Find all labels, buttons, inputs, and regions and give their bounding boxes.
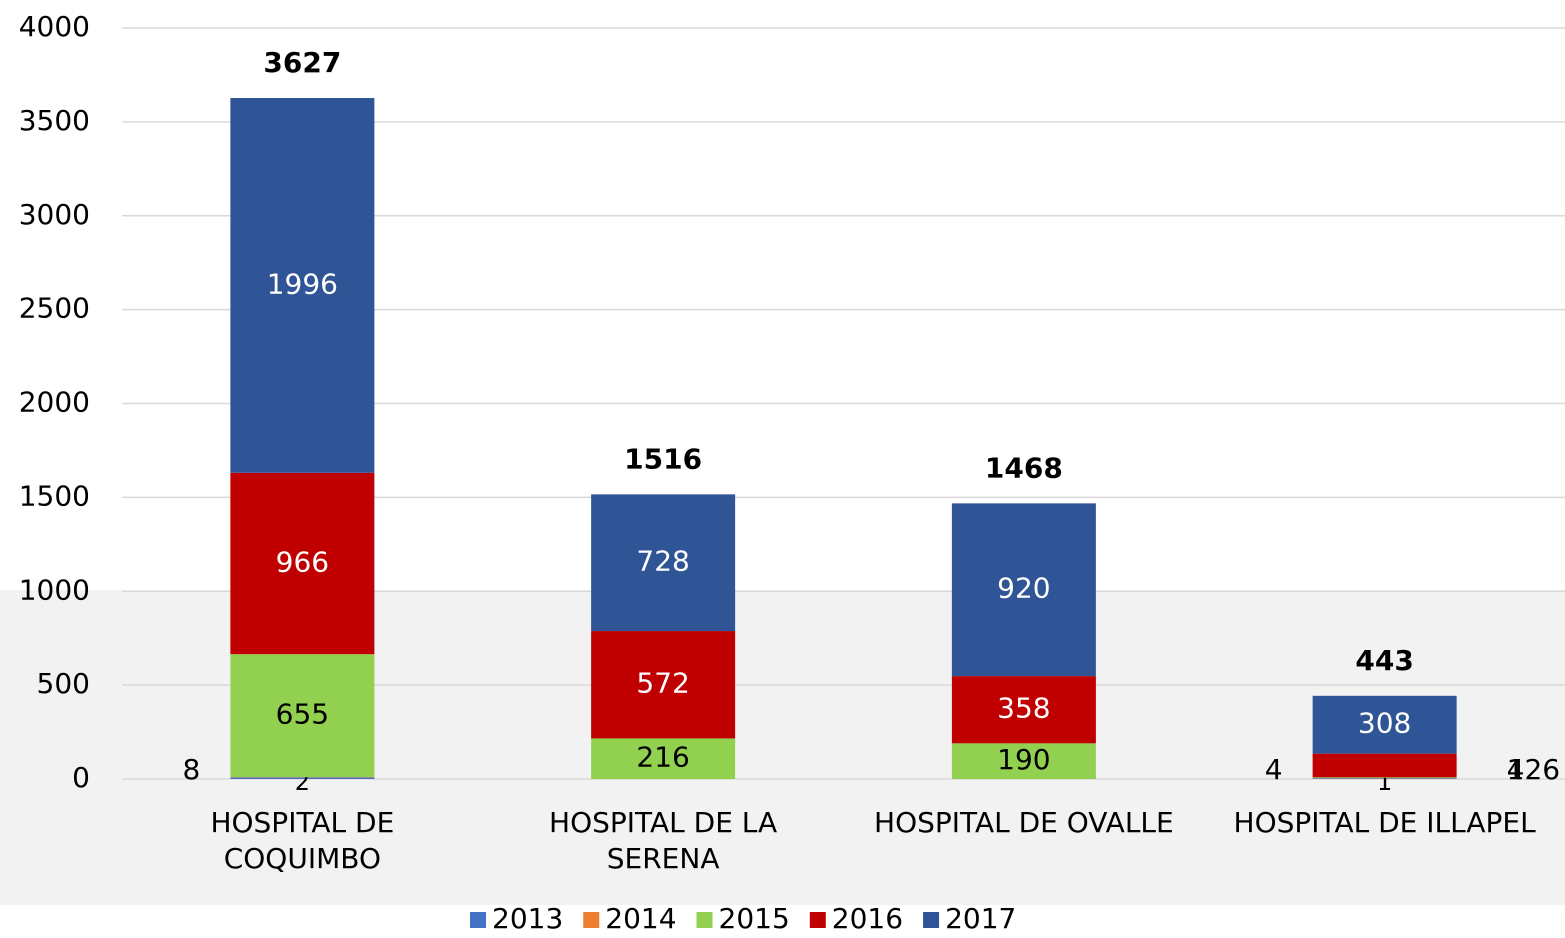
x-tick-label: HOSPITAL DE COQUIMBO [210,806,394,875]
data-label: 4 [1507,753,1525,786]
legend-label: 2016 [832,902,903,935]
legend-label: 2014 [605,902,676,935]
data-label: 572 [636,667,689,700]
data-label: 4 [1265,753,1283,786]
y-tick-label: 1500 [19,479,90,512]
bar-segment [591,738,736,779]
bar-segment [1312,695,1457,754]
data-label: 728 [636,545,689,578]
legend-label: 2017 [945,902,1016,935]
data-label: 308 [1358,707,1411,740]
bar-segment [230,472,375,655]
legend-swatch [809,912,826,928]
y-tick-label: 3500 [19,104,90,137]
data-label: 190 [997,743,1050,776]
y-tick-label: 1000 [19,573,90,606]
x-tick-label: HOSPITAL DE OVALLE [874,806,1174,839]
data-label: 966 [276,545,329,578]
bar-segment [591,494,736,632]
y-tick-label: 4000 [19,10,90,43]
legend-label: 2015 [719,902,790,935]
bar-segment [1312,753,1457,778]
bar-segment [1312,778,1457,779]
bar-segment [230,777,375,779]
y-tick-label: 3000 [19,198,90,231]
y-tick-label: 500 [37,667,90,700]
x-tick-label: HOSPITAL DE LA SERENA [549,806,777,875]
bar-segment [951,676,1096,744]
bar-segment [951,743,1096,779]
total-label: 1468 [985,451,1063,484]
bar-segment [951,503,1096,677]
legend-swatch [583,912,600,928]
data-label: 126 [1507,753,1560,786]
total-label: 1516 [624,442,702,475]
total-label: 3627 [263,46,341,79]
legend-label: 2013 [492,902,563,935]
bar-segment [1312,777,1457,779]
bar-segment [230,98,375,473]
y-tick-label: 2500 [19,292,90,325]
data-label: 8 [183,753,201,786]
total-label: 443 [1355,644,1413,677]
y-tick-label: 0 [72,761,90,794]
data-label: 1996 [267,267,338,300]
legend-swatch [923,912,940,928]
x-tick-label: HOSPITAL DE ILLAPEL [1234,806,1537,839]
data-label: 216 [636,741,689,774]
data-label: 920 [997,572,1050,605]
data-label: 358 [997,692,1050,725]
bar-segment [230,654,375,778]
y-tick-label: 2000 [19,386,90,419]
data-label: 655 [276,698,329,731]
legend-swatch [470,912,486,928]
legend-swatch [696,912,713,928]
bar-segment [591,631,736,739]
